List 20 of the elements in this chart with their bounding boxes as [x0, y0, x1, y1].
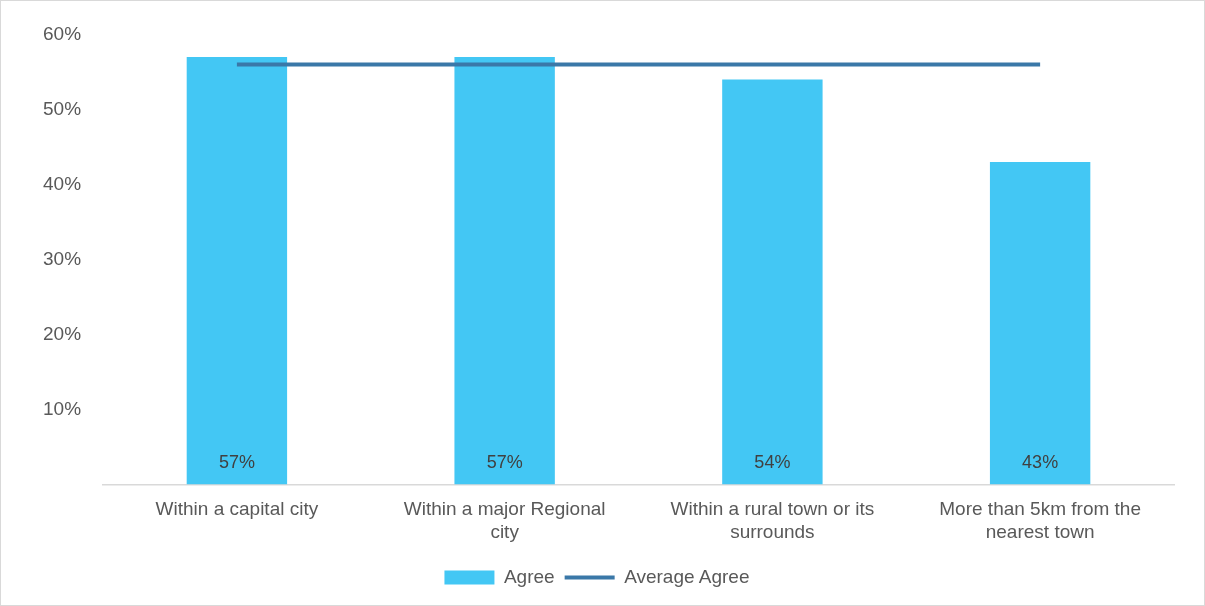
x-tick-label: Within a major Regional city [403, 498, 606, 542]
text: 43% [1022, 452, 1059, 473]
y-tick-label: 60% [43, 22, 82, 44]
y-tick-label: 50% [43, 97, 82, 119]
bar [454, 56, 555, 485]
x-tick-label: Within a capital city [155, 498, 319, 520]
x-tick-label: More than 5km from the nearest town [939, 498, 1141, 542]
x-tick-label: Within a rural town or its surrounds [670, 498, 875, 542]
text: 57% [218, 452, 255, 473]
bar [722, 79, 823, 485]
text: 57% [486, 452, 523, 473]
legend-label: Average Agree [624, 565, 750, 587]
y-tick-label: 10% [43, 397, 82, 419]
y-tick-label: 30% [43, 247, 82, 269]
bar [989, 161, 1091, 485]
y-tick-label: 40% [43, 172, 82, 194]
legend-label: Agree [503, 565, 555, 587]
text: 54% [754, 452, 791, 473]
bar [186, 56, 288, 485]
y-tick-label: 20% [43, 322, 82, 344]
